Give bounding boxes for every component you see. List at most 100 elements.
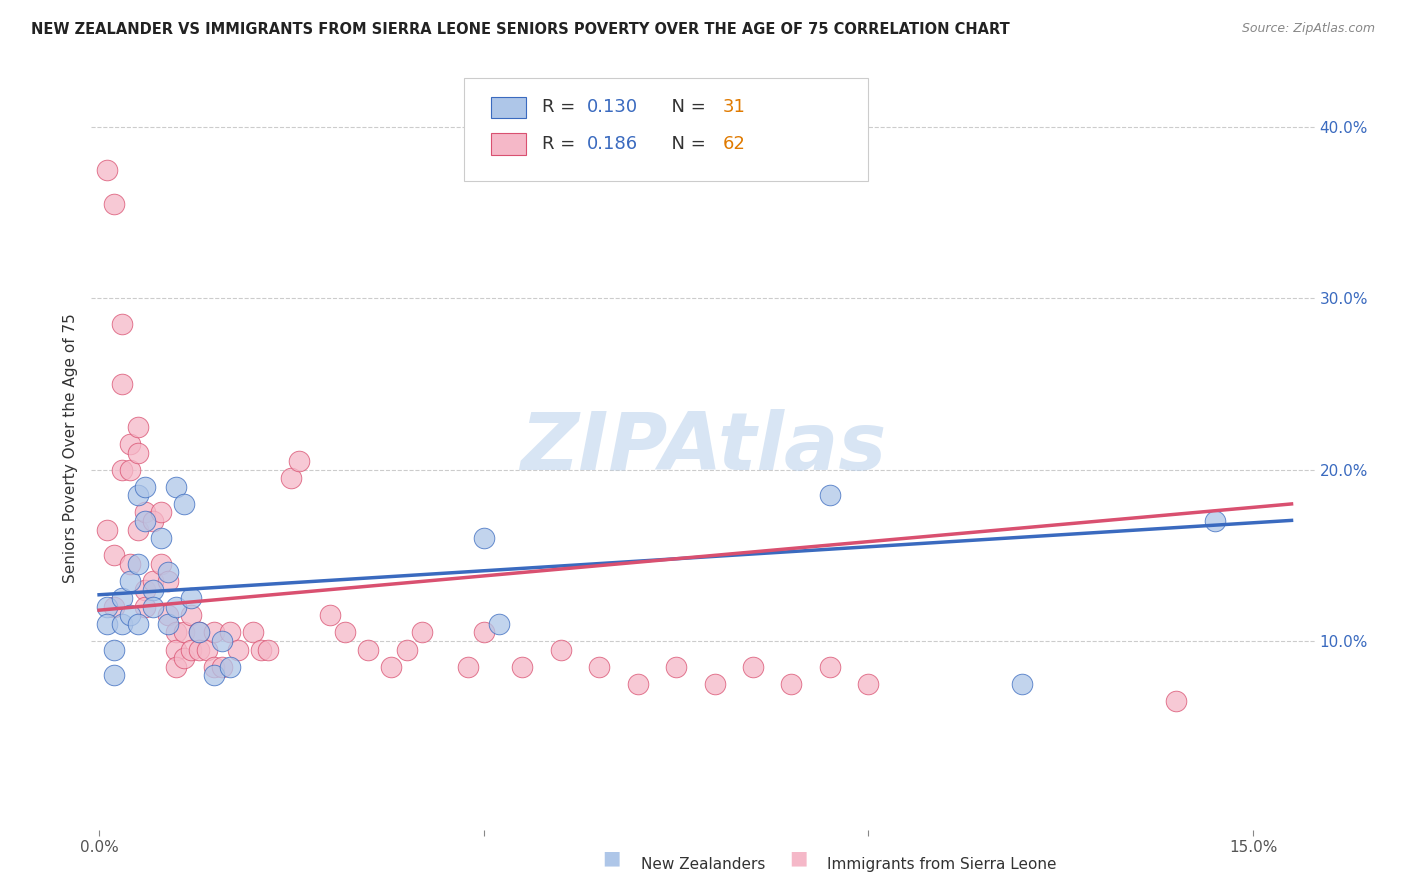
Point: [134, 514, 156, 528]
Point: [103, 549, 125, 563]
Y-axis label: Seniors Poverty Over the Age of 75: Seniors Poverty Over the Age of 75: [62, 313, 77, 583]
Point: [626, 677, 648, 691]
Point: [118, 463, 141, 477]
Point: [188, 625, 211, 640]
Point: [149, 531, 172, 545]
Point: [173, 625, 195, 640]
Point: [818, 488, 841, 502]
Point: [257, 642, 280, 657]
Point: [180, 608, 202, 623]
Point: [357, 642, 380, 657]
Point: [103, 642, 125, 657]
Point: [127, 557, 149, 571]
Point: [858, 677, 880, 691]
Text: 62: 62: [723, 135, 745, 153]
Text: ZIPAtlas: ZIPAtlas: [520, 409, 886, 487]
Point: [118, 608, 141, 623]
Point: [742, 659, 765, 673]
Point: [165, 659, 187, 673]
Point: [165, 480, 187, 494]
Point: [142, 582, 165, 597]
Point: [319, 608, 342, 623]
Point: [510, 659, 533, 673]
Point: [550, 642, 572, 657]
Point: [703, 677, 725, 691]
Point: [157, 616, 180, 631]
Point: [818, 659, 841, 673]
Point: [127, 419, 149, 434]
Point: [142, 599, 165, 614]
Point: [103, 197, 125, 211]
Point: [665, 659, 688, 673]
Point: [188, 642, 211, 657]
Point: [1204, 514, 1226, 528]
Point: [226, 642, 249, 657]
Point: [180, 591, 202, 606]
Point: [134, 506, 156, 520]
Text: ■: ■: [602, 849, 621, 868]
Point: [780, 677, 803, 691]
Point: [180, 642, 202, 657]
Text: 0.186: 0.186: [586, 135, 638, 153]
Point: [127, 523, 149, 537]
Point: [111, 376, 134, 391]
Text: R =: R =: [541, 98, 581, 116]
Text: Source: ZipAtlas.com: Source: ZipAtlas.com: [1241, 22, 1375, 36]
Text: Immigrants from Sierra Leone: Immigrants from Sierra Leone: [827, 857, 1057, 872]
Point: [249, 642, 271, 657]
Point: [103, 668, 125, 682]
Point: [127, 616, 149, 631]
Point: [134, 582, 156, 597]
Point: [96, 616, 118, 631]
Point: [280, 471, 302, 485]
Point: [288, 454, 311, 468]
Point: [103, 599, 125, 614]
Point: [111, 591, 134, 606]
Point: [165, 642, 187, 657]
Point: [134, 480, 156, 494]
Point: [457, 659, 479, 673]
Point: [134, 599, 156, 614]
Point: [218, 659, 240, 673]
Point: [204, 659, 226, 673]
Point: [165, 625, 187, 640]
Point: [149, 506, 172, 520]
Point: [149, 557, 172, 571]
Point: [96, 523, 118, 537]
Point: [96, 599, 118, 614]
Point: [218, 625, 240, 640]
Point: [488, 616, 510, 631]
Point: [118, 574, 141, 588]
Point: [211, 634, 233, 648]
Point: [211, 659, 233, 673]
Point: [195, 642, 218, 657]
Text: ■: ■: [789, 849, 808, 868]
Point: [157, 566, 180, 580]
Point: [380, 659, 402, 673]
Point: [127, 488, 149, 502]
Point: [165, 599, 187, 614]
Point: [118, 557, 141, 571]
Point: [1011, 677, 1033, 691]
Text: N =: N =: [661, 135, 711, 153]
Point: [142, 574, 165, 588]
Point: [173, 497, 195, 511]
Text: 31: 31: [723, 98, 745, 116]
Text: R =: R =: [541, 135, 581, 153]
Point: [173, 651, 195, 665]
Point: [204, 668, 226, 682]
Point: [588, 659, 610, 673]
Text: NEW ZEALANDER VS IMMIGRANTS FROM SIERRA LEONE SENIORS POVERTY OVER THE AGE OF 75: NEW ZEALANDER VS IMMIGRANTS FROM SIERRA …: [31, 22, 1010, 37]
FancyBboxPatch shape: [491, 133, 526, 154]
Point: [157, 574, 180, 588]
Point: [1166, 694, 1188, 708]
Point: [111, 317, 134, 331]
Point: [111, 463, 134, 477]
Point: [472, 531, 495, 545]
Point: [188, 625, 211, 640]
Point: [411, 625, 433, 640]
Point: [395, 642, 418, 657]
Point: [335, 625, 357, 640]
FancyBboxPatch shape: [491, 96, 526, 118]
Point: [118, 437, 141, 451]
